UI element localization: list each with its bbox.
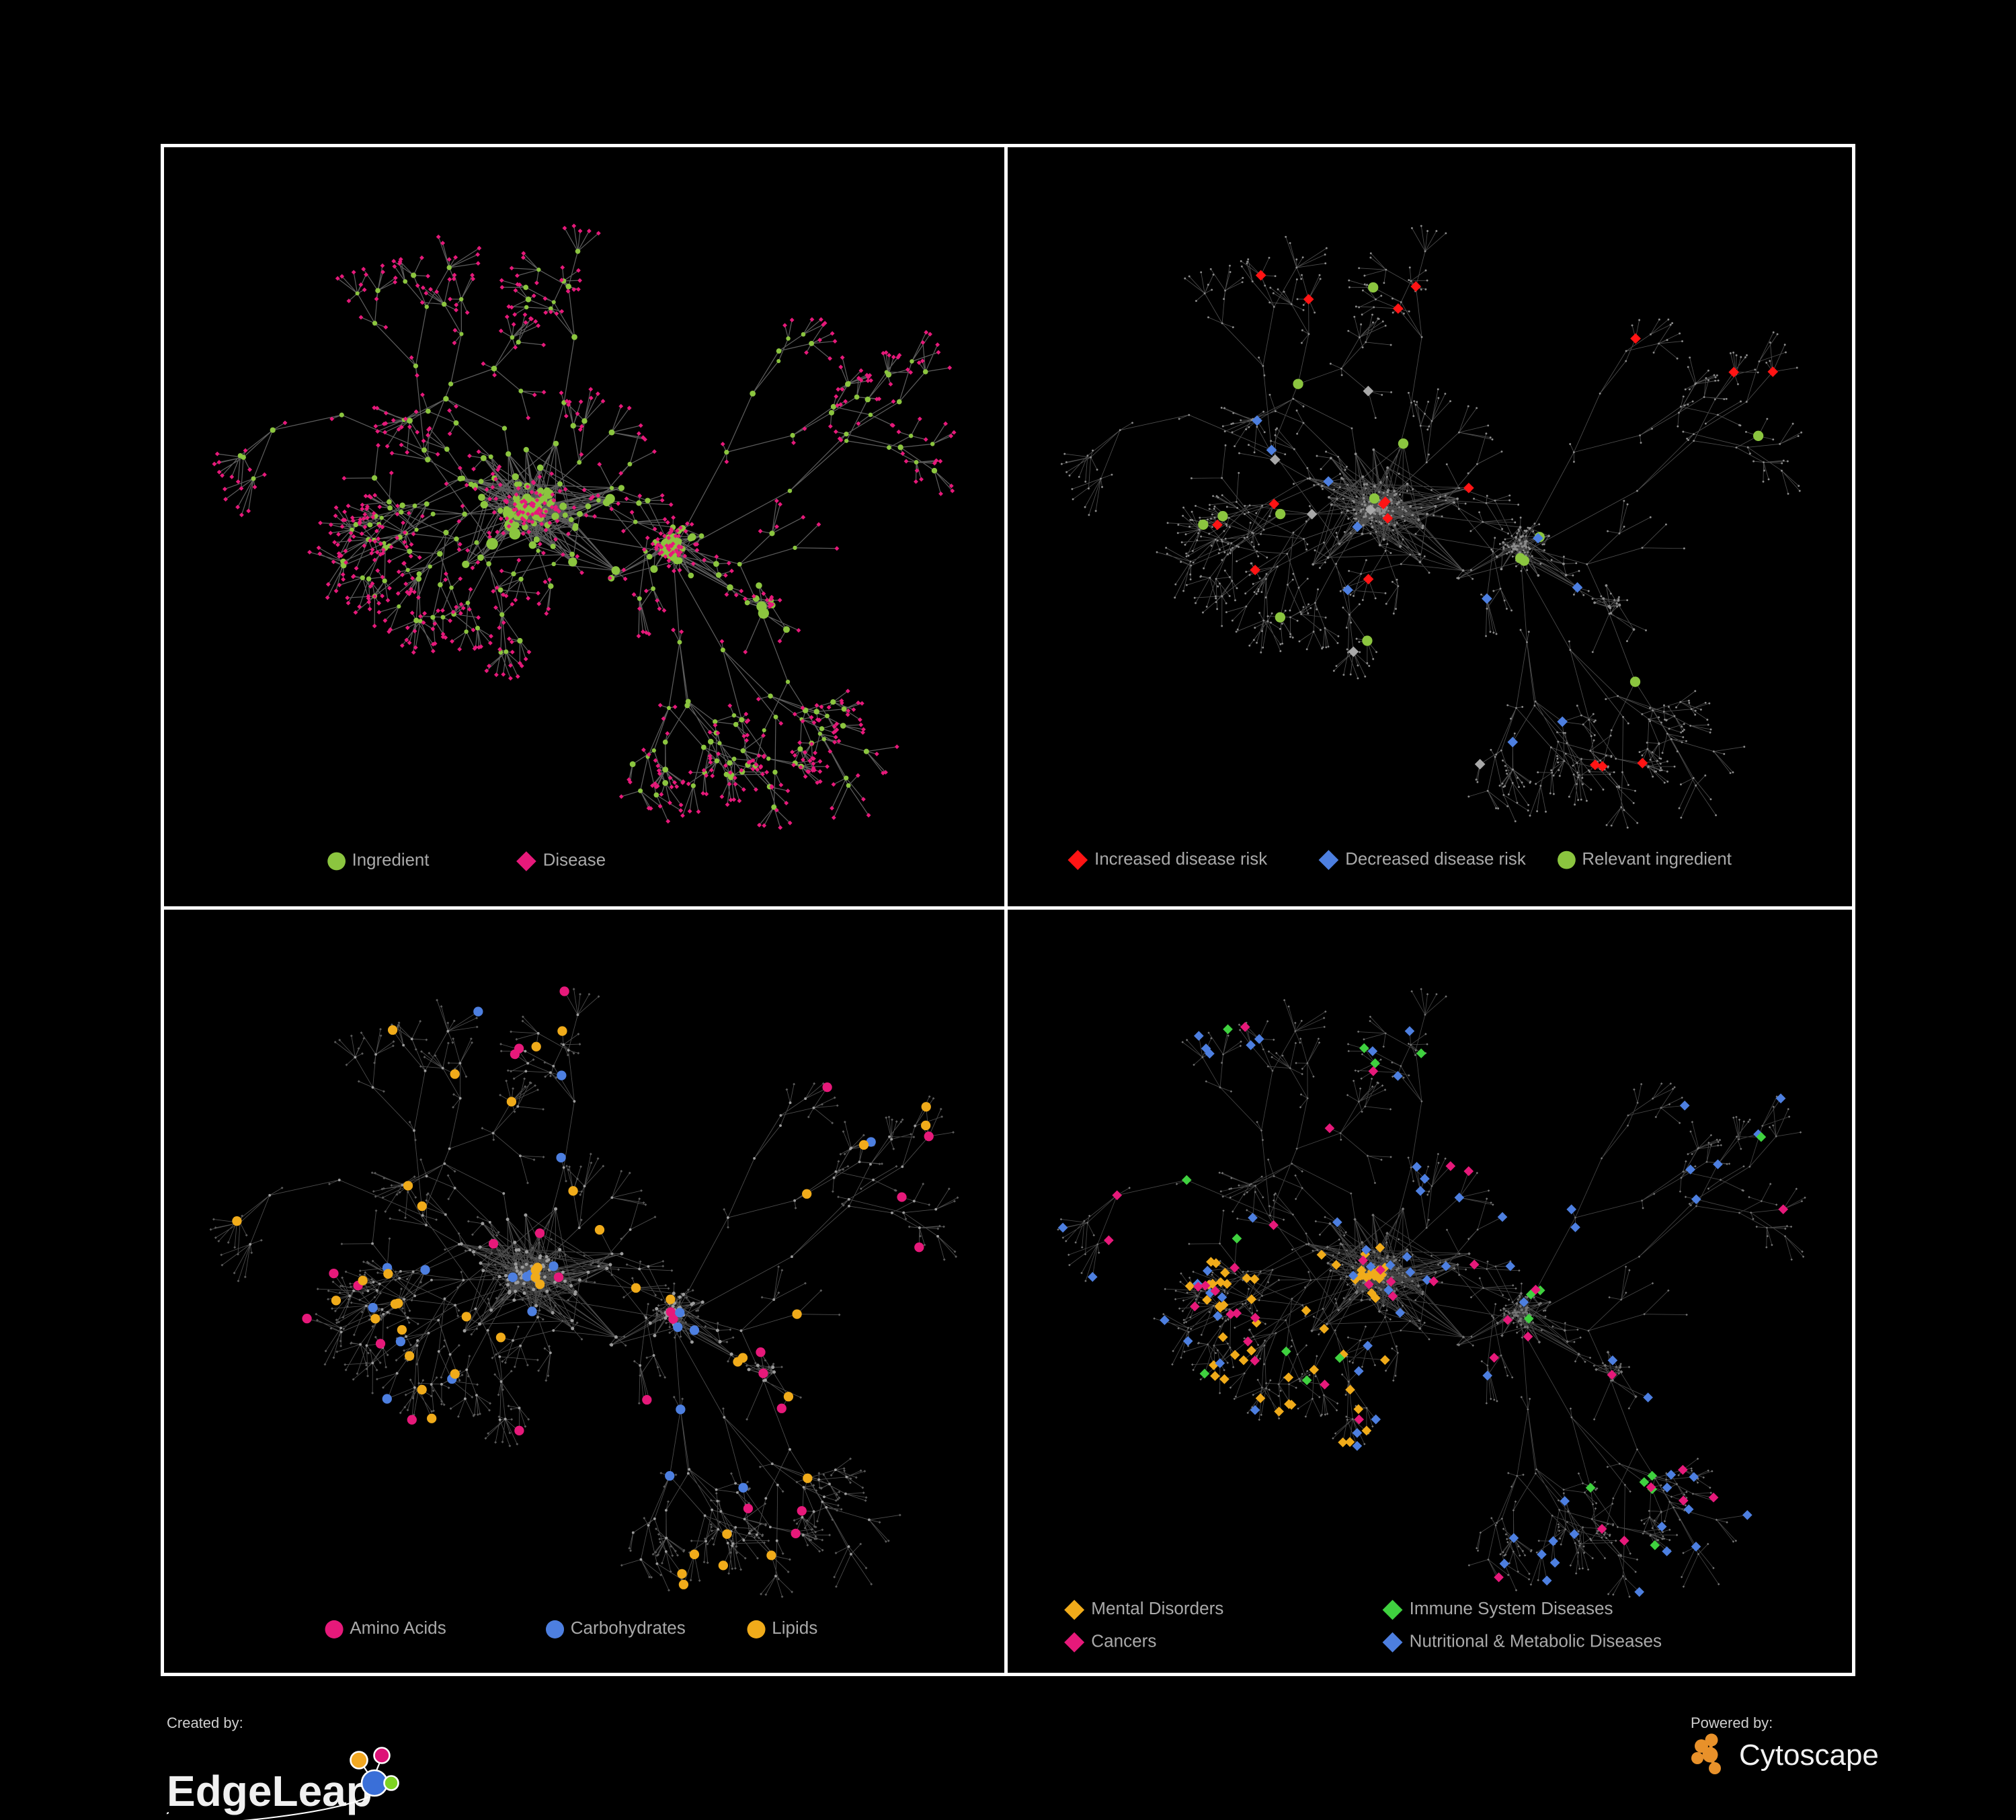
svg-text:EdgeLeap: EdgeLeap [167, 1767, 372, 1815]
